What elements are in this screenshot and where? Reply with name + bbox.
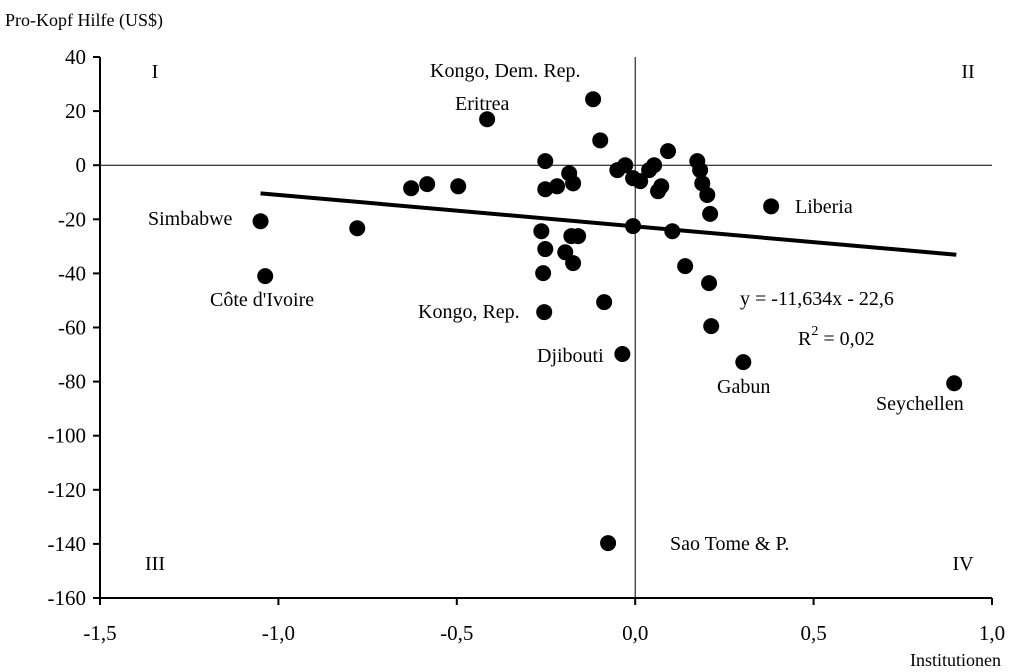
point bbox=[537, 153, 554, 170]
x-tick-label: 0,5 bbox=[800, 621, 826, 645]
point bbox=[692, 162, 709, 179]
r2-sup: 2 bbox=[811, 324, 818, 339]
point-annotation: Sao Tome & P. bbox=[670, 533, 789, 555]
point bbox=[537, 181, 554, 198]
quadrant-label: III bbox=[145, 553, 165, 575]
point bbox=[701, 275, 718, 292]
point-annotation: Kongo, Rep. bbox=[418, 301, 520, 323]
point bbox=[609, 162, 626, 179]
point-annotation: Côte d'Ivoire bbox=[210, 289, 314, 311]
point bbox=[536, 304, 553, 321]
r2-value: = 0,02 bbox=[818, 328, 874, 350]
y-tick-label: -140 bbox=[48, 532, 87, 556]
point bbox=[650, 183, 667, 200]
y-tick-label: -120 bbox=[48, 478, 87, 502]
point bbox=[419, 176, 436, 193]
point-annotation: Seychellen bbox=[876, 393, 964, 415]
point bbox=[450, 178, 467, 195]
point bbox=[660, 143, 677, 160]
point bbox=[563, 228, 580, 245]
point bbox=[632, 173, 649, 190]
point-annotation: Gabun bbox=[717, 376, 770, 398]
r-squared: R2 = 0,02 bbox=[798, 324, 875, 350]
point bbox=[252, 213, 269, 230]
point-annotation: Eritrea bbox=[455, 93, 510, 115]
y-tick-label: -80 bbox=[58, 370, 86, 394]
point bbox=[403, 180, 420, 197]
point bbox=[596, 294, 613, 311]
point bbox=[703, 318, 720, 335]
x-tick-label: -1,5 bbox=[83, 621, 116, 645]
point bbox=[763, 198, 780, 215]
point bbox=[641, 162, 658, 179]
trendline bbox=[260, 191, 957, 257]
y-tick-label: -40 bbox=[58, 261, 86, 285]
point bbox=[600, 535, 617, 552]
point bbox=[735, 354, 752, 371]
point bbox=[585, 91, 602, 108]
point-annotation: Simbabwe bbox=[148, 208, 233, 230]
y-tick-label: -60 bbox=[58, 316, 86, 340]
point bbox=[533, 223, 550, 240]
point bbox=[565, 175, 582, 192]
point bbox=[349, 220, 366, 237]
quadrant-label: IV bbox=[952, 553, 974, 575]
equation: y = -11,634x - 22,6 bbox=[740, 288, 894, 310]
y-tick-label: -100 bbox=[48, 424, 87, 448]
y-tick-label: 40 bbox=[65, 45, 86, 69]
x-axis-title: Institutionen bbox=[910, 650, 1001, 670]
x-tick-label: 1,0 bbox=[979, 621, 1005, 645]
y-tick-label: 20 bbox=[65, 99, 86, 123]
point bbox=[565, 255, 582, 272]
x-tick-label: -1,0 bbox=[262, 621, 295, 645]
point bbox=[592, 132, 609, 149]
y-tick-label: -160 bbox=[48, 586, 87, 610]
point bbox=[699, 186, 716, 203]
quadrant-label: I bbox=[152, 61, 159, 83]
point bbox=[946, 375, 963, 392]
x-tick-label: 0,0 bbox=[622, 621, 648, 645]
point bbox=[257, 268, 274, 285]
point bbox=[702, 205, 719, 222]
point bbox=[479, 111, 496, 128]
point bbox=[677, 258, 694, 275]
r2-r: R bbox=[798, 328, 812, 350]
point-annotation: Kongo, Dem. Rep. bbox=[430, 60, 581, 82]
point-annotation: Liberia bbox=[795, 196, 853, 218]
point bbox=[614, 346, 631, 363]
y-tick-label: -20 bbox=[58, 207, 86, 231]
point bbox=[537, 241, 554, 258]
y-tick-label: 0 bbox=[76, 153, 87, 177]
point-annotation: Djibouti bbox=[537, 345, 604, 367]
point bbox=[535, 265, 552, 282]
y-axis-title: Pro-Kopf Hilfe (US$) bbox=[5, 10, 163, 31]
quadrant-label: II bbox=[961, 61, 974, 83]
x-tick-label: -0,5 bbox=[440, 621, 473, 645]
